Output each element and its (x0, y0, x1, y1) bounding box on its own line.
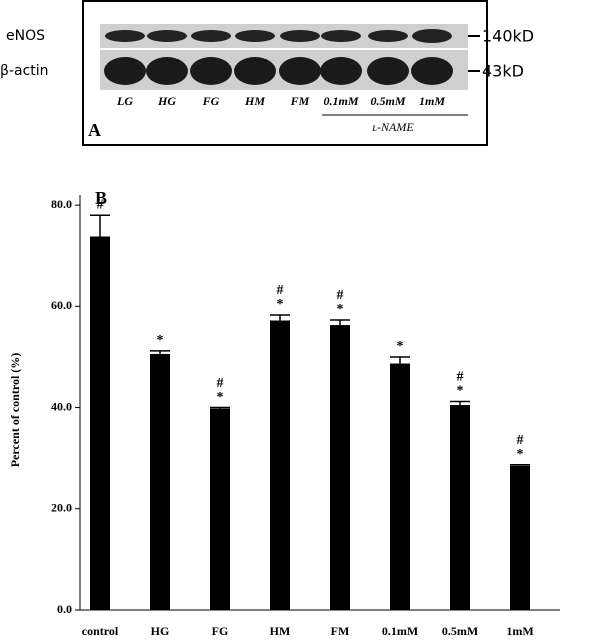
y-axis-label: Percent of control (%) (8, 353, 22, 468)
lane-label: 1mM (419, 94, 445, 108)
panel-label: B (95, 188, 107, 208)
bands (104, 29, 453, 85)
band (368, 30, 408, 42)
bar (270, 320, 290, 610)
y-tick-label: 80.0 (51, 197, 72, 211)
lane-label: FG (202, 94, 220, 108)
group-label: ʟ-NAME (372, 120, 414, 134)
x-tick-label: FG (212, 624, 229, 638)
band (190, 57, 232, 85)
significance-marker: # (217, 376, 224, 391)
significance-marker: * (397, 339, 404, 354)
x-tick-label: HG (151, 624, 170, 638)
bar (150, 353, 170, 610)
significance-marker: * (277, 297, 284, 312)
x-tick-label: HM (270, 624, 291, 638)
band (104, 57, 146, 85)
row-label: β-actin (0, 63, 49, 79)
band (235, 30, 275, 42)
y-tick-label: 40.0 (51, 399, 72, 413)
band (411, 57, 453, 85)
significance-marker: # (337, 288, 344, 303)
x-tick-label: control (82, 624, 119, 638)
bar (390, 363, 410, 610)
band (234, 57, 276, 85)
significance-marker: * (517, 447, 524, 462)
size-label: 43kD (482, 62, 524, 81)
significance-marker: * (217, 390, 224, 405)
band (367, 57, 409, 85)
significance-marker: # (457, 370, 464, 385)
band (412, 29, 452, 43)
lane-label: HG (157, 94, 176, 108)
significance-marker: # (97, 197, 104, 212)
row-label: eNOS (6, 28, 45, 44)
band (146, 57, 188, 85)
lane-label: FM (290, 94, 310, 108)
blot-panel: eNOS β-actin 140kD 43kD ʟ-NAME A (0, 0, 534, 146)
band (280, 30, 320, 42)
significance-marker: * (157, 333, 164, 348)
band (321, 30, 361, 42)
significance-marker: * (337, 302, 344, 317)
lane-label: 0.5mM (370, 94, 405, 108)
bar (210, 408, 230, 610)
lane-label: LG (116, 94, 133, 108)
significance-marker: # (517, 433, 524, 448)
x-tick-label: 1mM (506, 624, 533, 638)
x-tick-label: 0.1mM (382, 624, 418, 638)
x-tick-label: 0.5mM (442, 624, 478, 638)
panel-label: A (88, 120, 101, 140)
band (191, 30, 231, 42)
band (105, 30, 145, 42)
chart: B Percent of control (%) (8, 188, 107, 467)
band (147, 30, 187, 42)
blot-frame (82, 0, 488, 146)
y-tick-label: 60.0 (51, 298, 72, 312)
x-tick-label: FM (331, 624, 350, 638)
lane-label: HM (244, 94, 265, 108)
band (320, 57, 362, 85)
significance-marker: * (457, 384, 464, 399)
significance-marker: # (277, 283, 284, 298)
y-tick-label: 20.0 (51, 501, 72, 515)
bar (450, 405, 470, 610)
band (279, 57, 321, 85)
bar (90, 236, 110, 610)
y-tick-label: 0.0 (57, 602, 72, 616)
bar (330, 325, 350, 610)
lane-label: 0.1mM (323, 94, 358, 108)
size-label: 140kD (482, 27, 534, 46)
bar (510, 465, 530, 610)
